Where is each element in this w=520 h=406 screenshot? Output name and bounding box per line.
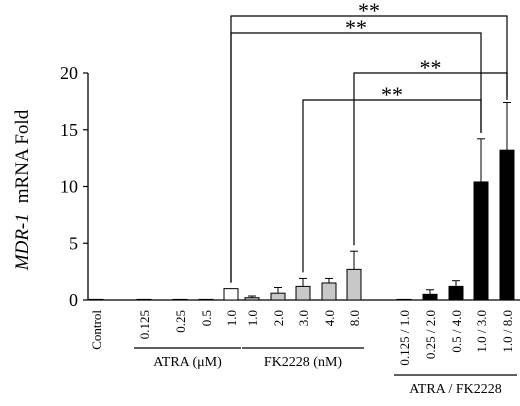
bar-9: [346, 268, 362, 301]
error-bars: [248, 102, 511, 298]
bar-11: [422, 293, 438, 301]
significance-label-0: **: [358, 0, 380, 23]
y-axis-label-unit: mRNA Fold: [12, 109, 33, 203]
significance-bracket-3: [302, 99, 482, 273]
significance-label-2: **: [420, 55, 442, 80]
x-tick-label-2: 0.25: [173, 310, 188, 333]
significance-bracket-2: [353, 72, 508, 246]
significance-label-1: **: [345, 15, 367, 40]
y-tick-label-1: 5: [69, 233, 78, 253]
bar-4: [223, 288, 239, 301]
x-tick-label-7: 3.0: [296, 310, 311, 326]
x-tick-label-12: 0.5 / 4.0: [449, 310, 464, 353]
significance-bracket-0: [230, 15, 508, 283]
x-tick-label-13: 1.0 / 3.0: [474, 310, 489, 353]
bar-6: [270, 292, 286, 301]
group-label-2: ATRA / FK2228: [409, 382, 502, 397]
significance-bracket-1: [230, 32, 482, 283]
group-label-1: FK2228 (nM): [264, 355, 343, 370]
y-axis-label-gene: MDR-1: [12, 213, 33, 271]
y-tick-label-2: 10: [60, 177, 78, 197]
x-tick-label-8: 4.0: [322, 310, 337, 326]
bar-2: [172, 298, 188, 301]
significance-label-3: **: [381, 82, 403, 107]
bar-3: [198, 298, 214, 301]
bar-8: [321, 282, 337, 301]
x-tick-label-14: 1.0 / 8.0: [500, 310, 515, 353]
x-tick-label-0: Control: [89, 310, 104, 350]
y-tick-label-0: 0: [69, 290, 78, 310]
y-tick-label-3: 15: [60, 120, 78, 140]
bar-12: [448, 285, 464, 301]
group-label-0: ATRA (μM): [153, 355, 222, 370]
bar-10: [396, 298, 412, 301]
bar-14: [499, 149, 515, 301]
x-tick-label-9: 8.0: [347, 310, 362, 326]
x-tick-label-11: 0.25 / 2.0: [423, 310, 438, 359]
axes: 0 5 10 15 20: [60, 63, 520, 310]
x-tick-label-3: 0.5: [199, 310, 214, 326]
bar-1: [136, 298, 152, 301]
y-tick-label-4: 20: [60, 63, 78, 83]
x-tick-label-4: 1.0: [224, 310, 239, 326]
x-tick-labels: Control 0.125 0.25 0.5 1.0 1.0 2.0 3.0 4.0 8.0 0.1…: [89, 310, 515, 366]
bar-13: [473, 181, 489, 301]
group-labels: ATRA (μM) FK2228 (nM) ATRA / FK2228: [134, 347, 517, 397]
x-tick-label-1: 0.125: [137, 310, 152, 339]
bar-7: [295, 285, 311, 301]
x-tick-label-5: 1.0: [245, 310, 260, 326]
bar-0: [88, 298, 104, 301]
significance-brackets: ********: [230, 0, 508, 283]
x-tick-label-6: 2.0: [271, 310, 286, 326]
bar-5: [244, 297, 260, 301]
bars: [88, 149, 515, 301]
x-tick-label-10: 0.125 / 1.0: [397, 310, 412, 366]
y-axis-label: MDR-1 mRNA Fold: [12, 109, 33, 271]
